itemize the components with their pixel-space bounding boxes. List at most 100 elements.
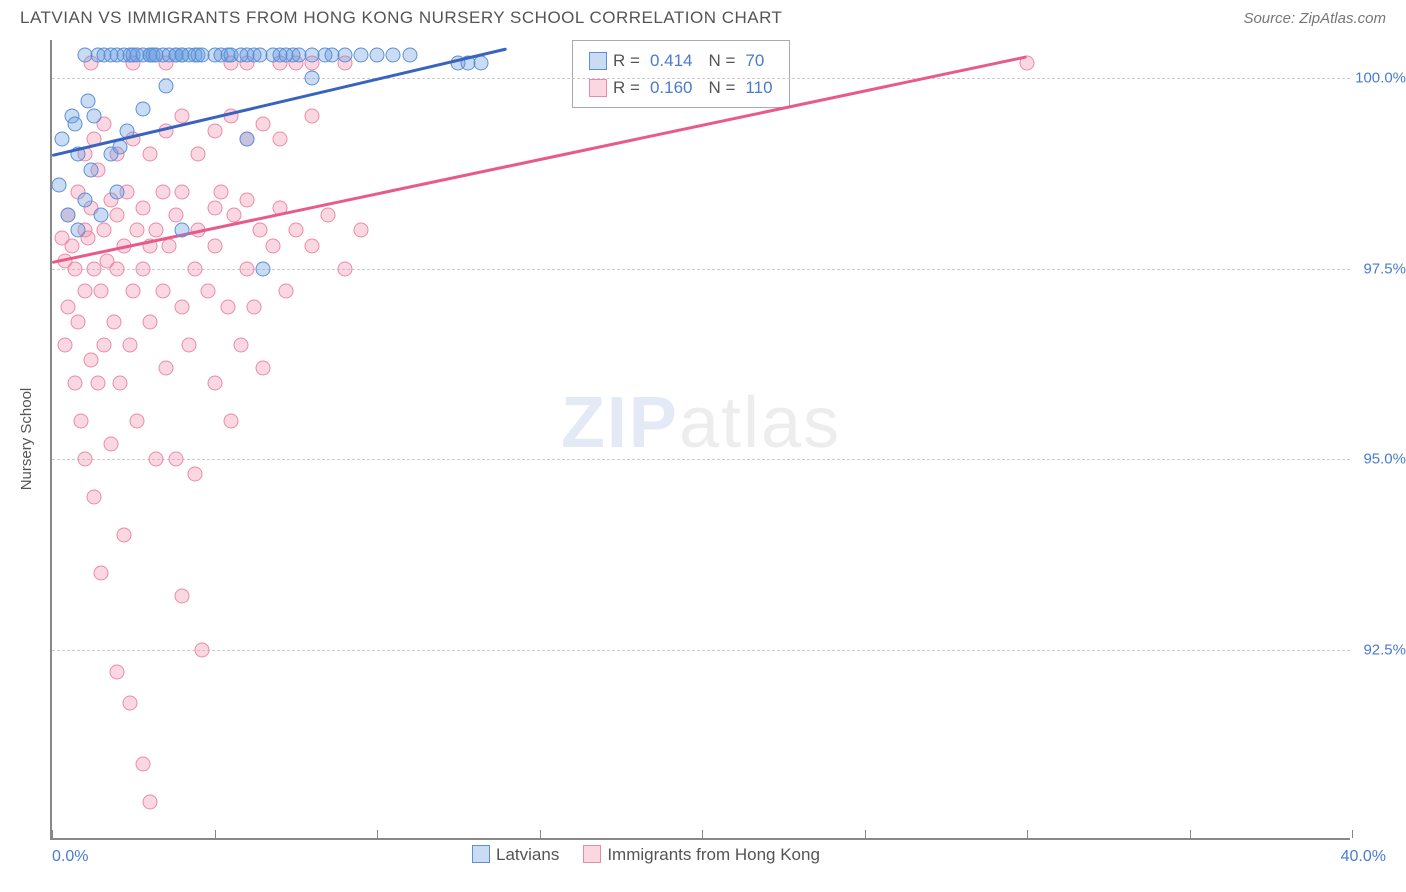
data-point <box>93 208 108 223</box>
data-point <box>201 284 216 299</box>
data-point <box>113 375 128 390</box>
data-point <box>188 467 203 482</box>
data-point <box>58 337 73 352</box>
data-point <box>136 200 151 215</box>
data-point <box>64 238 79 253</box>
scatter-chart: Nursery School ZIPatlas 0.0% 40.0% R =0.… <box>50 40 1350 840</box>
data-point <box>256 261 271 276</box>
y-tick-label: 92.5% <box>1363 641 1406 658</box>
y-tick-label: 100.0% <box>1355 70 1406 87</box>
data-point <box>188 261 203 276</box>
data-point <box>97 337 112 352</box>
data-point <box>142 314 157 329</box>
chart-title: LATVIAN VS IMMIGRANTS FROM HONG KONG NUR… <box>20 8 782 28</box>
data-point <box>93 284 108 299</box>
data-point <box>305 71 320 86</box>
data-point <box>155 284 170 299</box>
data-point <box>103 436 118 451</box>
data-point <box>253 223 268 238</box>
data-point <box>67 116 82 131</box>
x-tick <box>1027 830 1028 838</box>
data-point <box>90 375 105 390</box>
data-point <box>93 566 108 581</box>
series-legend: LatviansImmigrants from Hong Kong <box>472 841 820 868</box>
watermark: ZIPatlas <box>561 382 841 464</box>
data-point <box>67 261 82 276</box>
data-point <box>233 337 248 352</box>
y-axis-label: Nursery School <box>18 388 35 491</box>
x-tick <box>540 830 541 838</box>
data-point <box>158 360 173 375</box>
data-point <box>84 162 99 177</box>
data-point <box>220 299 235 314</box>
data-point <box>158 78 173 93</box>
y-tick-label: 97.5% <box>1363 260 1406 277</box>
data-point <box>87 109 102 124</box>
data-point <box>126 284 141 299</box>
data-point <box>305 109 320 124</box>
data-point <box>386 48 401 63</box>
data-point <box>223 413 238 428</box>
x-axis-min-label: 0.0% <box>52 848 88 866</box>
data-point <box>168 208 183 223</box>
data-point <box>246 299 261 314</box>
data-point <box>207 124 222 139</box>
data-point <box>175 589 190 604</box>
data-point <box>207 375 222 390</box>
data-point <box>353 223 368 238</box>
gridline <box>52 459 1350 460</box>
data-point <box>337 261 352 276</box>
gridline <box>52 650 1350 651</box>
data-point <box>305 238 320 253</box>
data-point <box>207 200 222 215</box>
data-point <box>129 413 144 428</box>
data-point <box>142 794 157 809</box>
legend-item: Latvians <box>472 841 559 868</box>
data-point <box>240 193 255 208</box>
data-point <box>110 208 125 223</box>
data-point <box>110 185 125 200</box>
data-point <box>61 299 76 314</box>
data-point <box>256 116 271 131</box>
data-point <box>279 284 294 299</box>
data-point <box>54 132 69 147</box>
data-point <box>110 665 125 680</box>
data-point <box>240 132 255 147</box>
data-point <box>77 284 92 299</box>
data-point <box>181 337 196 352</box>
data-point <box>106 314 121 329</box>
stats-legend: R =0.414N =70R =0.160N =110 <box>572 40 790 108</box>
data-point <box>337 48 352 63</box>
data-point <box>175 185 190 200</box>
data-point <box>51 177 66 192</box>
source-credit: Source: ZipAtlas.com <box>1243 10 1386 27</box>
x-tick <box>52 830 53 838</box>
data-point <box>207 238 222 253</box>
data-point <box>80 93 95 108</box>
x-tick <box>1352 830 1353 838</box>
y-tick-label: 95.0% <box>1363 451 1406 468</box>
data-point <box>168 452 183 467</box>
data-point <box>266 238 281 253</box>
legend-row: R =0.414N =70 <box>589 47 773 74</box>
x-tick <box>215 830 216 838</box>
data-point <box>175 299 190 314</box>
data-point <box>288 223 303 238</box>
data-point <box>97 223 112 238</box>
data-point <box>136 101 151 116</box>
data-point <box>272 132 287 147</box>
data-point <box>123 337 138 352</box>
data-point <box>71 314 86 329</box>
data-point <box>116 528 131 543</box>
data-point <box>149 452 164 467</box>
x-tick <box>865 830 866 838</box>
data-point <box>71 223 86 238</box>
data-point <box>370 48 385 63</box>
data-point <box>240 261 255 276</box>
data-point <box>136 261 151 276</box>
data-point <box>155 185 170 200</box>
x-tick <box>377 830 378 838</box>
gridline <box>52 78 1350 79</box>
data-point <box>136 756 151 771</box>
data-point <box>123 695 138 710</box>
